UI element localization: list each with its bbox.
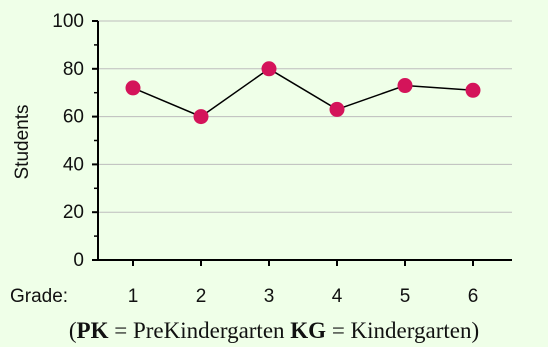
kg-definition: = Kindergarten): [326, 318, 479, 343]
data-point-grade-5: [397, 78, 413, 94]
x-tick-label-5: 5: [400, 286, 411, 307]
footer-open-paren: (: [69, 318, 77, 343]
pk-definition: = PreKindergarten: [108, 318, 290, 343]
data-point-grade-2: [193, 109, 209, 125]
y-tick-label-60: 60: [63, 107, 84, 128]
x-axis-label: Grade:: [10, 286, 68, 307]
y-tick-label-80: 80: [63, 59, 84, 80]
y-tick-label-20: 20: [63, 202, 84, 223]
data-point-grade-6: [465, 82, 481, 98]
x-tick-label-4: 4: [332, 286, 343, 307]
data-point-grade-1: [125, 80, 141, 96]
grid-lines: [98, 20, 512, 213]
y-tick-label-0: 0: [73, 250, 84, 271]
x-tick-label-3: 3: [264, 286, 275, 307]
footer-note: (PK = PreKindergarten KG = Kindergarten): [69, 318, 479, 343]
data-point-grade-4: [329, 101, 345, 117]
kg-code: KG: [290, 318, 326, 343]
x-axis-ticks: 1 2 3 4 5 6: [128, 260, 479, 307]
data-point-grade-3: [261, 61, 277, 77]
x-tick-label-2: 2: [196, 286, 207, 307]
x-tick-label-1: 1: [128, 286, 139, 307]
series-students: [125, 61, 481, 125]
y-axis-ticks: 0 20 40 60 80 100: [52, 11, 98, 271]
x-tick-label-6: 6: [468, 286, 479, 307]
y-tick-label-40: 40: [63, 154, 84, 175]
y-tick-label-100: 100: [52, 11, 84, 32]
series-line: [132, 67, 474, 118]
pk-code: PK: [77, 318, 109, 343]
axes: [97, 21, 512, 261]
y-axis-label: Students: [12, 105, 33, 180]
